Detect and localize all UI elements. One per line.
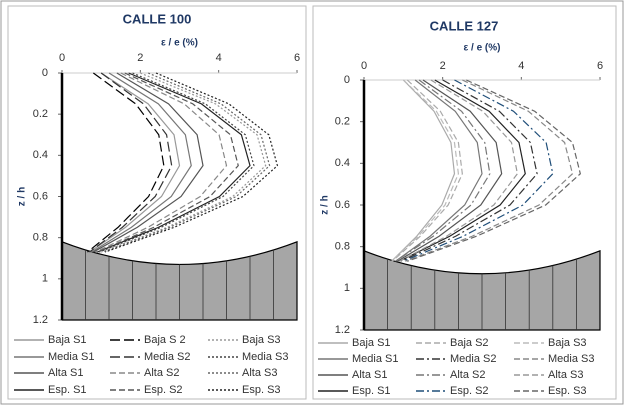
y-tick-label: 0.2 <box>335 116 350 128</box>
series-line <box>397 79 503 262</box>
legend-label: Alta S3 <box>242 367 277 379</box>
legend-label: Alta S2 <box>450 369 485 381</box>
series-line <box>399 79 519 262</box>
legend-label: Alta S2 <box>144 367 179 379</box>
x-tick-label: 6 <box>294 52 300 64</box>
y-tick-label: 0 <box>344 74 350 86</box>
y-axis-label: z / h <box>17 187 28 206</box>
y-tick-label: 0.2 <box>33 108 48 120</box>
series-line <box>91 72 192 253</box>
series-line <box>391 79 463 262</box>
legend-label: Esp. S3 <box>548 385 587 397</box>
legend-label: Baja S2 <box>450 337 489 349</box>
y-tick-label: 0 <box>42 67 48 79</box>
legend-label: Esp. S1 <box>48 384 87 396</box>
series-line <box>87 72 165 253</box>
series-line <box>395 79 483 262</box>
y-tick-label: 0.6 <box>335 199 350 211</box>
series-line <box>104 72 279 253</box>
series-line <box>399 79 526 262</box>
series-line <box>98 72 255 253</box>
x-tick-label: 6 <box>597 60 603 72</box>
legend-label: Media S1 <box>352 353 398 365</box>
legend-label: Media S1 <box>48 351 94 363</box>
series-line <box>395 79 491 262</box>
legend-label: Baja S1 <box>352 337 391 349</box>
legend-label: Media S2 <box>450 353 496 365</box>
series-line <box>93 72 204 253</box>
chart-title: CALLE 100 <box>123 11 192 26</box>
y-tick-label: 0.4 <box>33 149 48 161</box>
x-tick-label: 2 <box>137 52 143 64</box>
y-tick-label: 1.2 <box>335 324 350 336</box>
y-tick-label: 1 <box>42 273 48 285</box>
panel-frame <box>7 5 307 400</box>
chart-title: CALLE 127 <box>430 18 499 33</box>
series-line <box>401 79 538 262</box>
y-tick-label: 0.4 <box>335 157 350 169</box>
x-axis-label: ε / e (%) <box>161 38 198 49</box>
series-line <box>407 79 582 262</box>
legend-label: Esp. S2 <box>450 385 489 397</box>
x-tick-label: 0 <box>59 52 65 64</box>
legend-label: Alta S3 <box>548 369 583 381</box>
x-tick-label: 4 <box>518 60 524 72</box>
series-line <box>405 79 574 262</box>
x-axis-label: ε / e (%) <box>464 43 501 54</box>
legend-label: Alta S1 <box>352 369 387 381</box>
legend-label: Esp. S2 <box>144 384 183 396</box>
legend-label: Media S2 <box>144 351 190 363</box>
legend-label: Media S3 <box>548 353 594 365</box>
legend-label: Esp. S3 <box>242 384 281 396</box>
legend-label: Alta S1 <box>48 367 83 379</box>
series-line <box>102 72 271 253</box>
x-tick-label: 2 <box>440 60 446 72</box>
y-axis-label: z / h <box>320 195 331 214</box>
series-line <box>97 72 239 253</box>
y-tick-label: 1.2 <box>33 314 48 326</box>
legend-label: Baja S 2 <box>144 334 186 346</box>
x-tick-label: 0 <box>361 60 367 72</box>
series-line <box>89 72 181 253</box>
legend-label: Baja S1 <box>48 334 87 346</box>
series-line <box>97 72 251 253</box>
series-line <box>95 72 228 253</box>
y-tick-label: 0.8 <box>335 241 350 253</box>
x-tick-label: 4 <box>216 52 222 64</box>
series-line <box>391 79 456 262</box>
series-line <box>403 79 554 262</box>
series-line <box>89 72 173 253</box>
legend-label: Esp. S1 <box>352 385 391 397</box>
y-tick-label: 0.6 <box>33 190 48 202</box>
y-tick-label: 1 <box>344 282 350 294</box>
series-line <box>391 79 460 262</box>
legend-label: Baja S3 <box>548 337 587 349</box>
legend-label: Baja S3 <box>242 334 281 346</box>
series-line <box>100 72 267 253</box>
legend-label: Media S3 <box>242 351 288 363</box>
y-tick-label: 0.8 <box>33 232 48 244</box>
